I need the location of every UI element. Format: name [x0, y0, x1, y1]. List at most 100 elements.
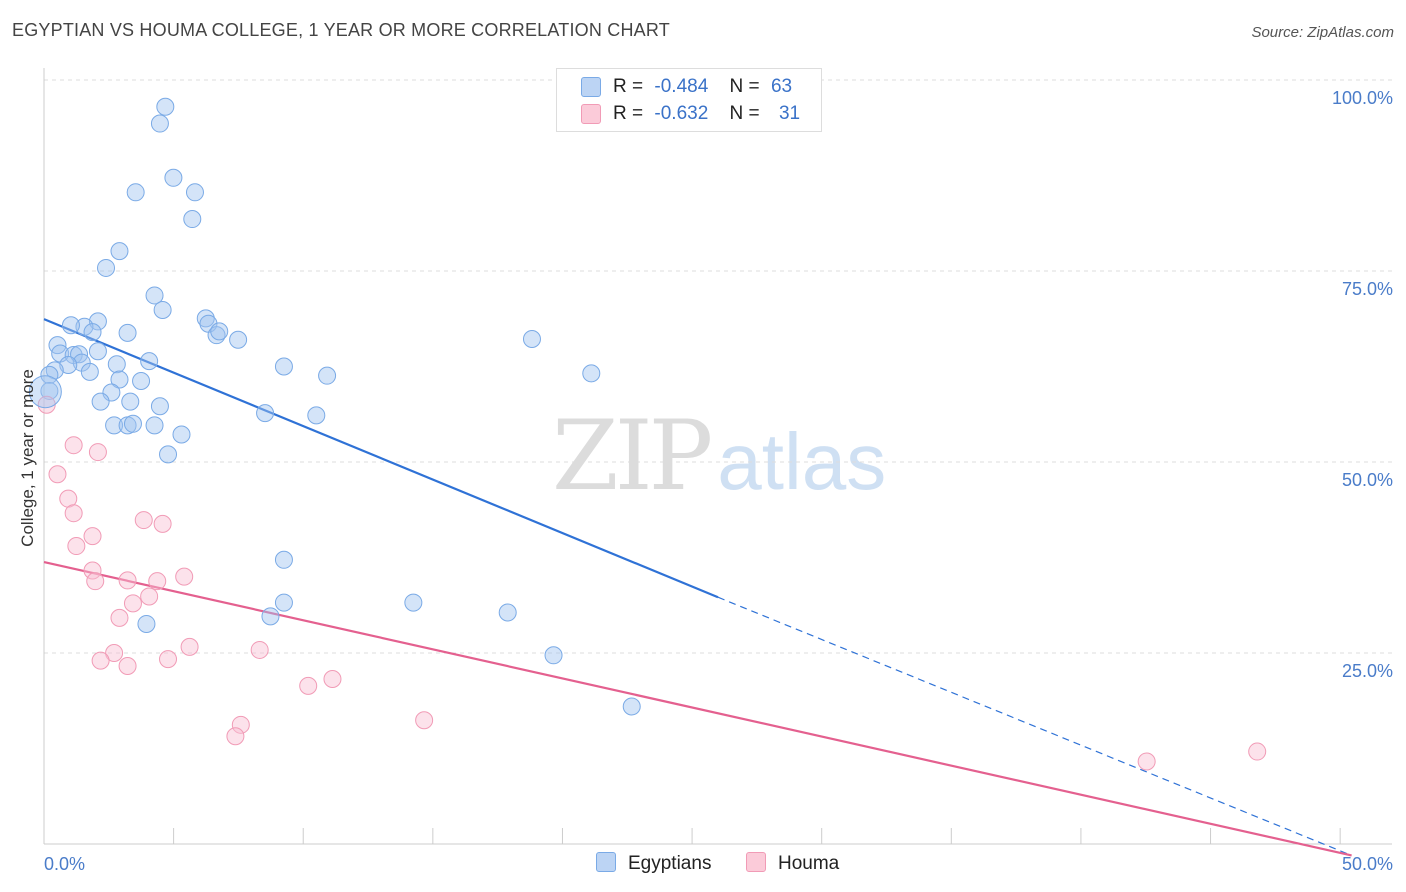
- egyptians-point: [307, 406, 326, 425]
- houma-point: [1137, 752, 1156, 771]
- houma-point: [323, 669, 342, 688]
- y-tick-label: 100.0%: [1332, 88, 1393, 108]
- n-value: 63: [770, 76, 793, 97]
- houma-point: [415, 711, 434, 730]
- houma-point: [153, 514, 172, 533]
- houma-point: [1248, 742, 1267, 761]
- houma-point: [231, 715, 250, 734]
- y-tick-label: 75.0%: [1342, 279, 1393, 299]
- egyptians-point: [121, 392, 140, 411]
- egyptians-point: [40, 381, 59, 400]
- houma-point: [91, 651, 110, 670]
- houma-point: [250, 640, 269, 659]
- houma-point: [118, 571, 137, 590]
- axes: [43, 68, 1392, 845]
- egyptians-point: [126, 183, 145, 202]
- x-tick-label: 50.0%: [1342, 854, 1393, 874]
- egyptians-point: [183, 210, 202, 229]
- houma-point: [140, 587, 159, 606]
- egyptians-point: [498, 603, 517, 622]
- egyptians-point: [88, 342, 107, 361]
- egyptians-point: [261, 607, 280, 626]
- egyptians-point: [153, 300, 172, 319]
- egyptians-point: [404, 593, 423, 612]
- egyptians-point: [196, 309, 215, 328]
- egyptians-point: [118, 323, 137, 342]
- egyptians-point: [140, 352, 159, 371]
- houma-point: [148, 572, 167, 591]
- correlation-legend: R = -0.484 N = 63 R = -0.632 N = 31: [556, 68, 822, 132]
- egyptians-point: [544, 646, 563, 665]
- egyptians-point: [274, 593, 293, 612]
- egyptians-point: [61, 316, 80, 335]
- legend-item-houma: Houma: [746, 852, 839, 875]
- tick-labels: 25.0% 50.0% 75.0% 100.0% 0.0% 50.0%: [44, 88, 1393, 874]
- egyptians-swatch: [596, 852, 616, 872]
- houma-point: [175, 567, 194, 586]
- egyptians-point: [256, 404, 275, 423]
- houma-point: [118, 656, 137, 675]
- egyptians-point: [622, 697, 641, 716]
- egyptians-point: [156, 97, 175, 116]
- chart-title: EGYPTIAN VS HOUMA COLLEGE, 1 YEAR OR MOR…: [12, 20, 670, 40]
- y-axis-label: College, 1 year or more: [18, 369, 37, 547]
- egyptians-point: [132, 372, 151, 391]
- egyptians-point: [150, 114, 169, 133]
- houma-point: [83, 561, 102, 580]
- houma-point: [88, 443, 107, 462]
- houma-point: [64, 504, 83, 523]
- egyptians-point: [185, 183, 204, 202]
- houma-swatch: [581, 104, 601, 124]
- r-value: -0.484: [654, 76, 709, 97]
- egyptians-point: [80, 362, 99, 381]
- houma-point: [123, 594, 142, 613]
- houma-point: [299, 676, 318, 695]
- houma-point: [48, 465, 67, 484]
- egyptians-point: [105, 416, 124, 435]
- houma-swatch: [746, 852, 766, 872]
- y-tick-label: 50.0%: [1342, 470, 1393, 490]
- egyptians-point: [150, 397, 169, 416]
- egyptians-point: [137, 614, 156, 633]
- houma-trend-line: [43, 561, 1352, 857]
- egyptians-point: [274, 550, 293, 569]
- egyptians-point: [59, 355, 78, 374]
- egyptians-point: [110, 370, 129, 389]
- legend-item-egyptians: Egyptians: [596, 852, 711, 875]
- houma-point: [83, 527, 102, 546]
- egyptians-point: [88, 312, 107, 331]
- egyptians-point: [97, 258, 116, 277]
- egyptians-point: [210, 322, 229, 341]
- houma-point: [226, 727, 245, 746]
- egyptians-point: [582, 364, 601, 383]
- egyptians-point: [318, 366, 337, 385]
- r-value: -0.632: [654, 103, 709, 124]
- r-label: R =: [613, 103, 644, 124]
- egyptians-point: [40, 365, 59, 384]
- houma-point: [180, 637, 199, 656]
- houma-point: [159, 650, 178, 669]
- y-tick-label: 25.0%: [1342, 661, 1393, 681]
- egyptians-point: [159, 445, 178, 464]
- houma-point: [110, 608, 129, 627]
- egyptians-point: [110, 242, 129, 261]
- egyptians-trend-extension: [717, 596, 1352, 857]
- egyptians-point: [164, 168, 183, 187]
- egyptians-point: [91, 392, 110, 411]
- egyptians-point: [522, 329, 541, 348]
- egyptians-point: [145, 416, 164, 435]
- egyptians-point: [107, 355, 126, 374]
- legend-label-houma: Houma: [778, 853, 840, 874]
- r-label: R =: [613, 76, 644, 97]
- houma-point: [64, 436, 83, 455]
- egyptians-swatch: [581, 77, 601, 97]
- houma-point: [105, 644, 124, 662]
- egyptians-point: [274, 357, 293, 376]
- n-label: N =: [729, 103, 760, 124]
- egyptians-point: [145, 286, 164, 305]
- egyptians-point: [229, 330, 248, 349]
- egyptians-point: [172, 425, 191, 444]
- egyptians-point: [83, 323, 102, 342]
- houma-point: [67, 537, 86, 556]
- x-tick-label: 0.0%: [44, 854, 85, 874]
